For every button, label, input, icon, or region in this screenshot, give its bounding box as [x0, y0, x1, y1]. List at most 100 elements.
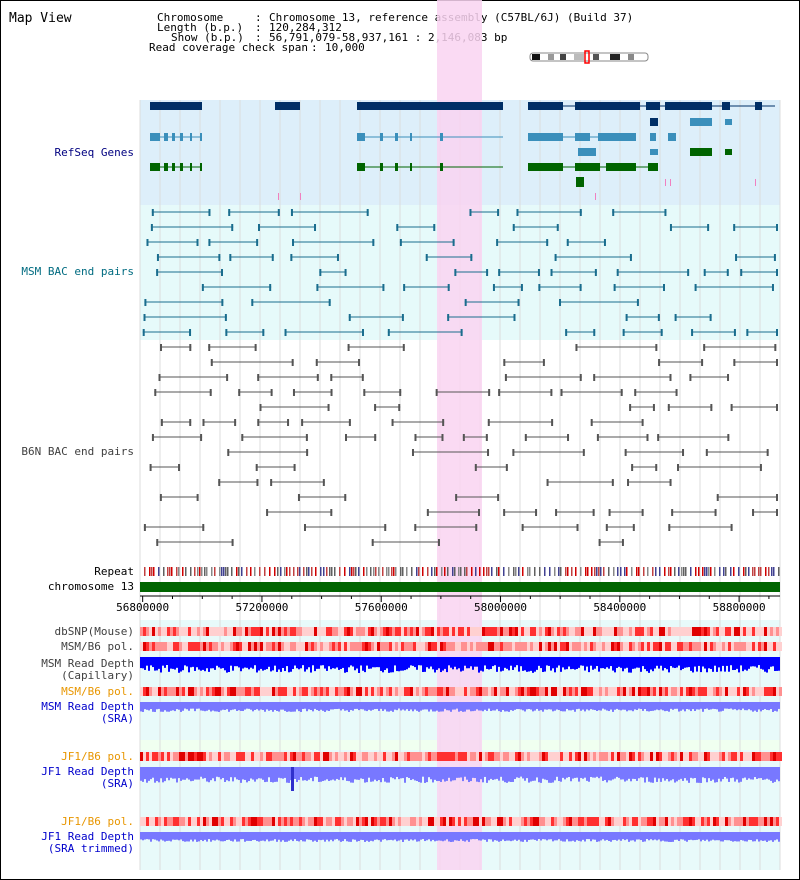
heat-cell: [359, 642, 362, 651]
depth-bar: [300, 702, 302, 712]
heat-cell: [674, 752, 677, 761]
track-label-msm-bac[interactable]: MSM BAC end pairs: [21, 265, 134, 278]
depth-bar: [702, 832, 704, 840]
repeat-mark: [513, 567, 515, 576]
track-label-msm-b6-pol[interactable]: MSM/B6 pol.: [61, 640, 134, 653]
heat-cell: [629, 752, 632, 761]
repeat-mark: [754, 567, 756, 576]
heat-cell: [752, 627, 755, 636]
depth-bar: [698, 657, 700, 666]
heat-cell: [281, 752, 284, 761]
bac-end: [322, 479, 325, 486]
track-label-msm-b6-pol-sra[interactable]: MSM/B6 pol.: [61, 685, 134, 698]
depth-bar: [346, 767, 348, 781]
repeat-mark: [315, 567, 317, 576]
depth-bar: [680, 832, 682, 840]
repeat-mark: [280, 567, 282, 576]
heat-cell: [638, 627, 641, 636]
depth-bar: [730, 702, 732, 709]
depth-bar: [696, 767, 698, 783]
heat-cell: [731, 817, 734, 826]
depth-bar: [634, 702, 636, 710]
heat-cell: [317, 627, 320, 636]
depth-bar: [726, 832, 728, 841]
track-label-refseq[interactable]: RefSeq Genes: [54, 146, 134, 159]
depth-bar: [242, 832, 244, 840]
depth-bar: [692, 657, 694, 673]
track-label-jf1-b6-pol[interactable]: JF1/B6 pol.: [61, 750, 134, 763]
heat-cell: [305, 642, 308, 651]
chromosome-bar: [140, 582, 780, 592]
heat-cell: [575, 752, 578, 761]
bac-end: [776, 509, 778, 516]
depth-bar: [648, 657, 650, 673]
heat-cell: [377, 752, 380, 761]
depth-bar: [154, 657, 156, 671]
track-label-b6n-bac[interactable]: B6N BAC end pairs: [21, 445, 134, 458]
depth-bar: [638, 702, 640, 709]
track-label-msm-depth-sra[interactable]: MSM Read Depth: [41, 700, 134, 713]
heat-cell: [716, 817, 719, 826]
heat-cell: [158, 817, 161, 826]
heat-cell: [497, 752, 500, 761]
track-label-jf1-b6-pol-trimmed[interactable]: JF1/B6 pol.: [61, 815, 134, 828]
heat-cell: [491, 642, 494, 651]
heat-cell: [650, 817, 653, 826]
gene-exon: [575, 133, 590, 141]
depth-bar: [440, 832, 442, 841]
repeat-mark: [460, 567, 462, 576]
depth-bar: [362, 767, 364, 779]
track-label-repeat[interactable]: Repeat: [94, 565, 134, 578]
heat-cell: [692, 752, 695, 761]
depth-bar: [682, 657, 684, 669]
heat-cell: [383, 752, 386, 761]
repeat-mark: [334, 567, 336, 576]
bac-end: [156, 254, 159, 261]
heat-cell: [350, 642, 353, 651]
depth-bar: [518, 702, 520, 710]
depth-bar: [278, 832, 280, 840]
heat-cell: [725, 627, 728, 636]
depth-bar: [752, 767, 754, 780]
heat-cell: [695, 817, 698, 826]
track-label-msm-depth-capillary[interactable]: MSM Read Depth: [41, 657, 134, 670]
track-label-jf1-depth-trimmed[interactable]: JF1 Read Depth: [41, 830, 134, 843]
depth-bar: [280, 657, 282, 672]
depth-bar: [622, 832, 624, 840]
heat-cell: [410, 752, 413, 761]
heat-cell: [167, 752, 170, 761]
heat-cell: [443, 817, 446, 826]
heat-cell: [317, 752, 320, 761]
heat-cell: [641, 642, 644, 651]
depth-bar: [232, 702, 234, 710]
depth-bar: [176, 657, 178, 668]
heat-cell: [749, 817, 752, 826]
depth-bar: [204, 657, 206, 672]
track-label-jf1-depth-sra[interactable]: JF1 Read Depth: [41, 765, 134, 778]
track-label-dbsnp[interactable]: dbSNP(Mouse): [54, 625, 134, 638]
bac-end: [598, 539, 601, 546]
heat-cell: [155, 817, 158, 826]
depth-bar: [604, 657, 606, 669]
depth-bar: [370, 657, 372, 669]
bac-end: [231, 539, 234, 546]
depth-bar: [306, 832, 308, 840]
heat-cell: [332, 752, 335, 761]
heat-cell: [404, 642, 407, 651]
depth-bar: [642, 657, 644, 667]
bac-end: [151, 209, 154, 216]
depth-bar: [194, 702, 196, 712]
depth-bar: [522, 832, 524, 842]
heat-cell: [272, 752, 275, 761]
heat-cell: [620, 627, 623, 636]
depth-bar: [318, 832, 320, 840]
heat-cell: [221, 642, 224, 651]
heat-cell: [635, 752, 638, 761]
depth-bar: [380, 657, 382, 671]
depth-bar: [752, 657, 754, 667]
heat-cell: [272, 687, 275, 696]
depth-bar: [288, 767, 290, 783]
depth-bar: [240, 702, 242, 711]
heat-cell: [335, 687, 338, 696]
